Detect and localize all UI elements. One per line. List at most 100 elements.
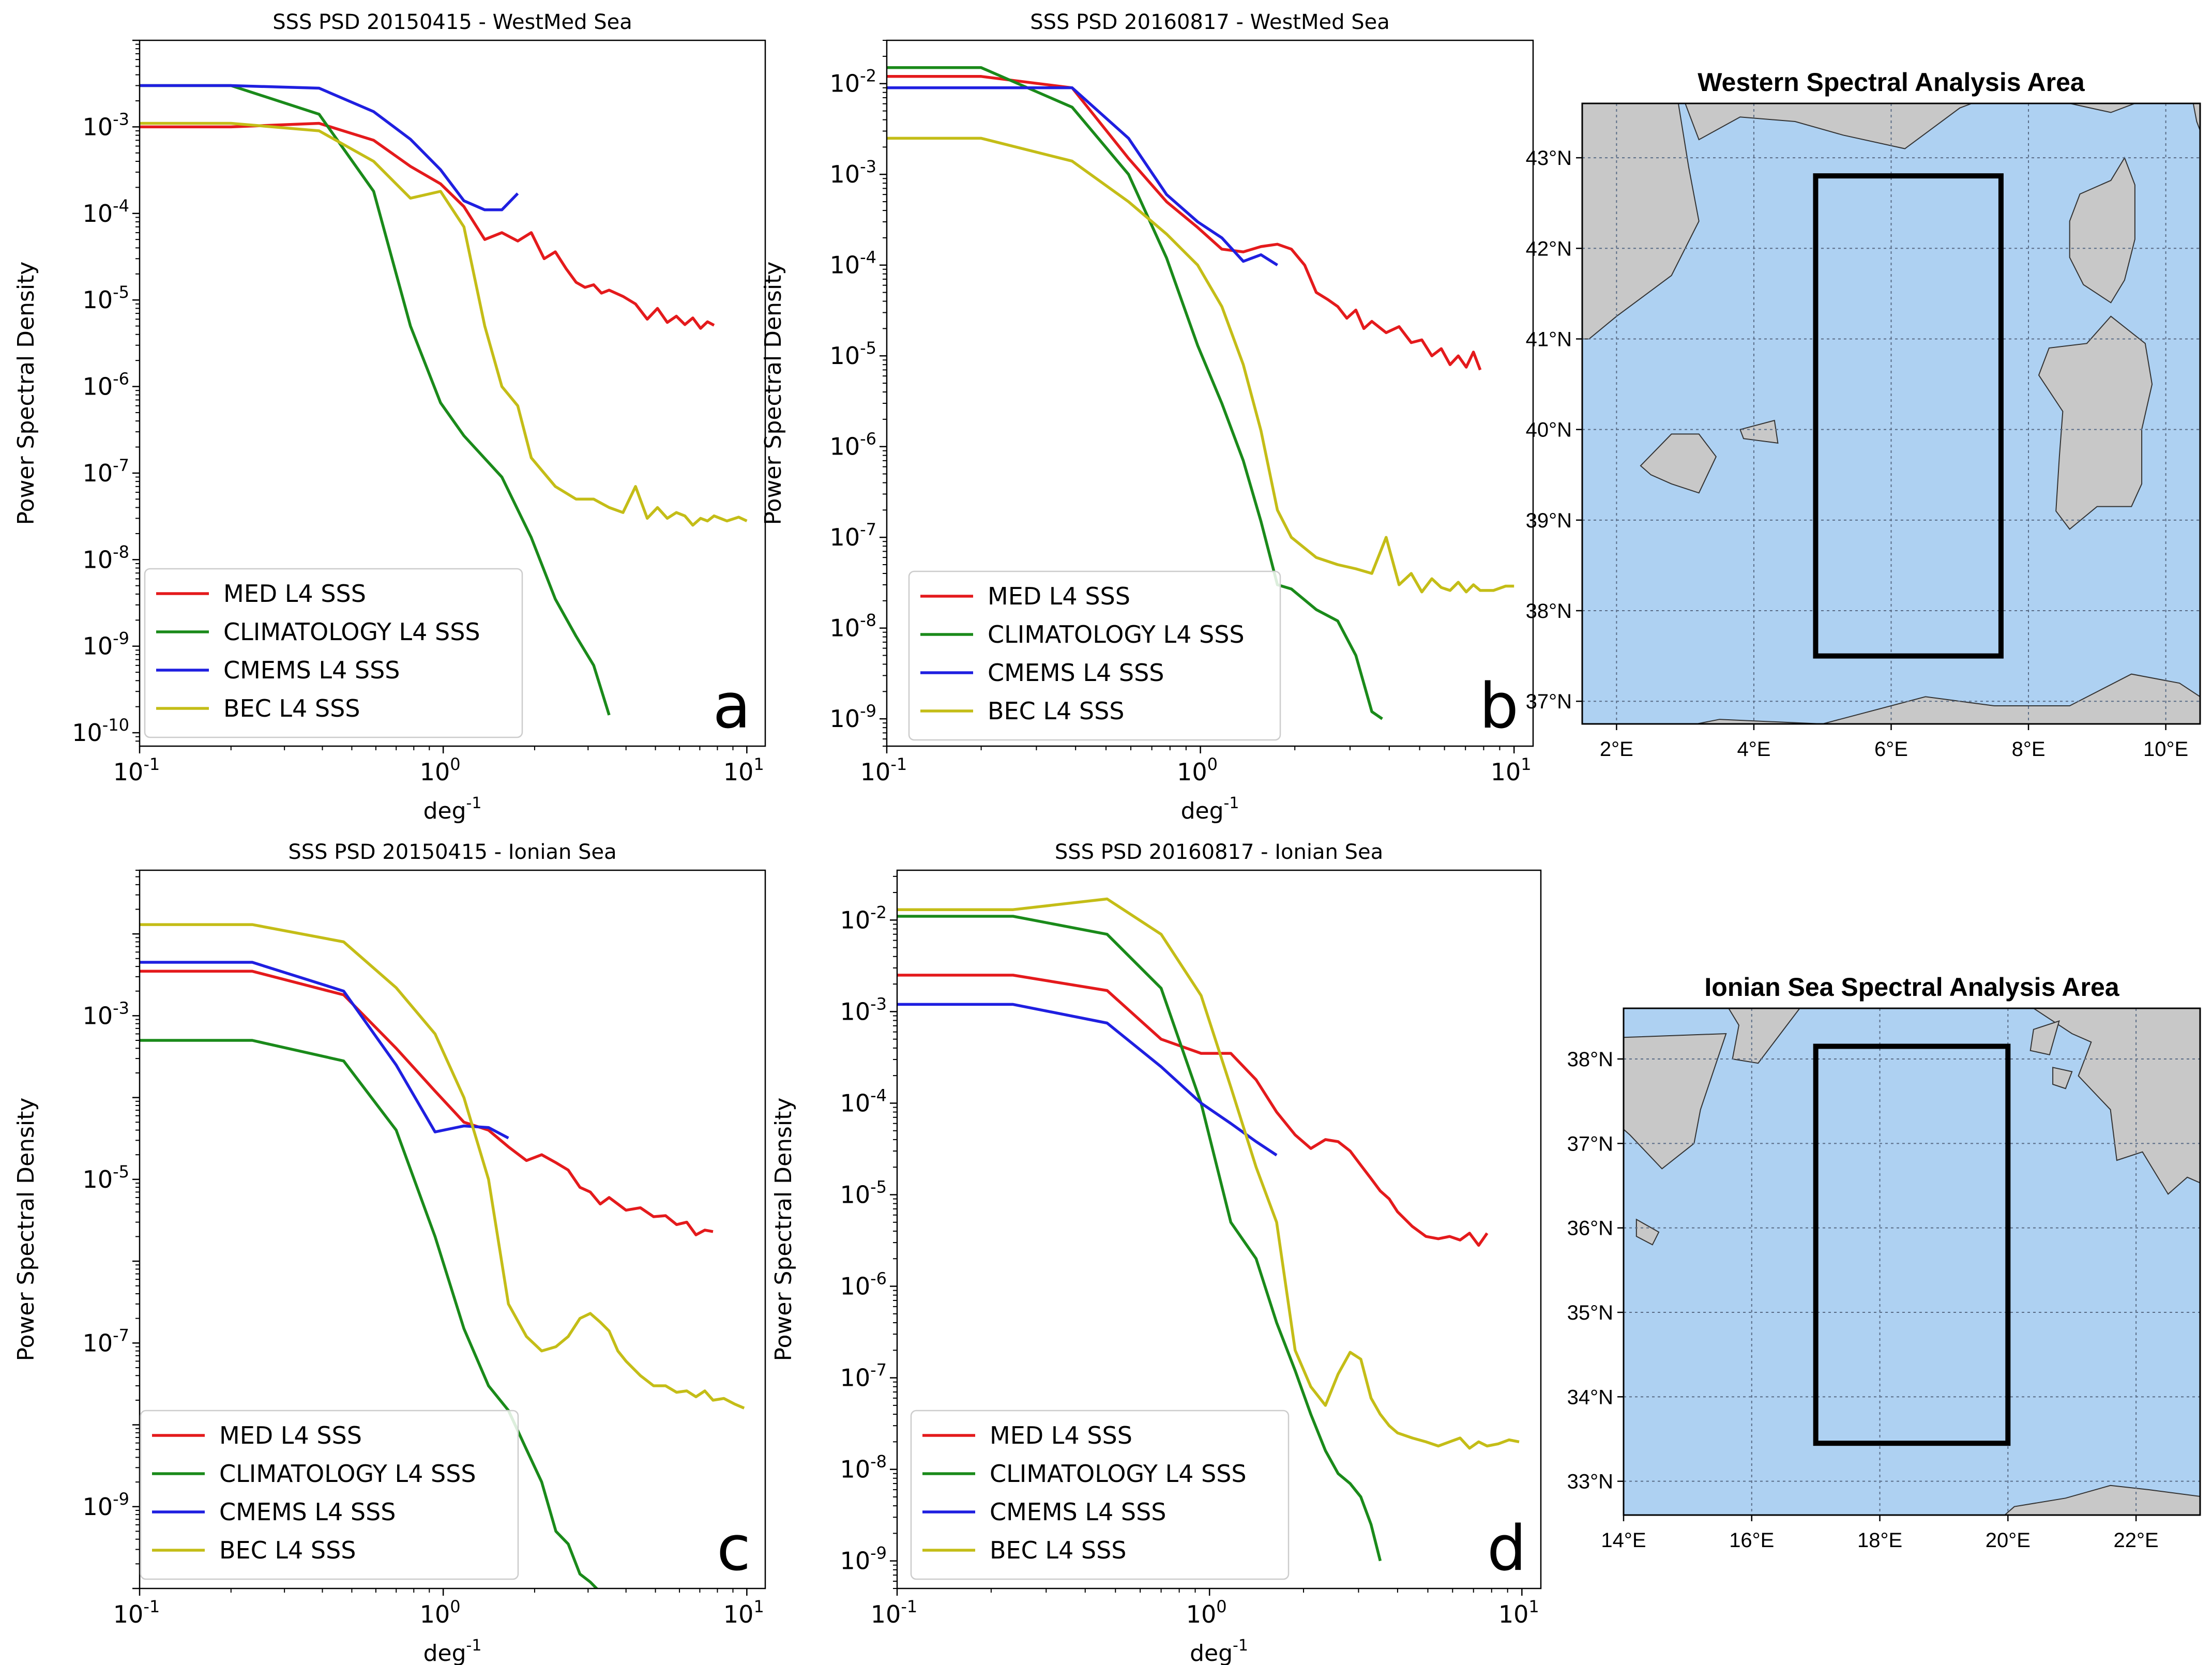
map-lat-label: 37°N bbox=[1567, 1132, 1613, 1155]
legend-box bbox=[140, 1410, 519, 1580]
x-axis-label: deg-1 bbox=[1190, 1637, 1248, 1665]
land-areas bbox=[1582, 103, 2200, 724]
psd-chart-b: SSS PSD 20160817 - WestMed Sea 10-1 100 101… bbox=[760, 10, 1534, 824]
y-tick-label: 10-7 bbox=[83, 1325, 129, 1357]
legend-label: MED L4 SSS bbox=[990, 1421, 1132, 1449]
map-title: Western Spectral Analysis Area bbox=[1698, 68, 2085, 97]
series-line-climatology bbox=[887, 66, 1383, 720]
x-tick-label: 10-1 bbox=[871, 1597, 917, 1628]
series-line-bec bbox=[140, 122, 748, 527]
legend-label: CMEMS L4 SSS bbox=[223, 656, 400, 684]
legend-label: MED L4 SSS bbox=[223, 580, 366, 608]
chart-title: SSS PSD 20150415 - WestMed Sea bbox=[272, 10, 632, 34]
map-ionian: Ionian Sea Spectral Analysis Area 14°E 16°… bbox=[1567, 973, 2201, 1552]
y-tick-label: 10-7 bbox=[83, 456, 129, 487]
y-tick-label: 10-9 bbox=[830, 701, 876, 733]
y-tick-label: 10-4 bbox=[840, 1085, 887, 1117]
map-lat-label: 43°N bbox=[1526, 147, 1572, 170]
x-tick-label: 100 bbox=[1177, 754, 1218, 786]
y-tick-label: 10-4 bbox=[83, 196, 129, 228]
legend-label: CMEMS L4 SSS bbox=[219, 1498, 396, 1526]
y-tick-label: 10-4 bbox=[830, 248, 876, 279]
y-tick-label: 10-3 bbox=[840, 994, 887, 1025]
x-tick-label: 100 bbox=[1186, 1597, 1227, 1628]
map-frame bbox=[1623, 1007, 2201, 1516]
y-axis-label: Power Spectral Density bbox=[13, 262, 39, 525]
plot-frame bbox=[886, 39, 1534, 747]
analysis-area-box bbox=[1813, 1043, 2011, 1446]
map-lat-label: 40°N bbox=[1526, 419, 1572, 442]
legend-label: BEC L4 SSS bbox=[990, 1536, 1126, 1564]
series-line-climatology bbox=[140, 84, 611, 716]
y-tick-label: 10-8 bbox=[840, 1452, 887, 1484]
y-tick-label: 10-2 bbox=[830, 66, 876, 98]
series-line-cmems bbox=[140, 84, 519, 211]
map-lat-label: 35°N bbox=[1567, 1301, 1613, 1324]
land-north-africa bbox=[1694, 673, 2200, 724]
map-lon-label: 14°E bbox=[1601, 1529, 1646, 1552]
land-sardinia bbox=[2038, 315, 2153, 530]
legend-label: BEC L4 SSS bbox=[223, 694, 360, 722]
series-line-med bbox=[140, 970, 714, 1236]
legend-box bbox=[144, 568, 523, 738]
map-lon-label: 16°E bbox=[1729, 1529, 1774, 1552]
y-tick-label: 10-5 bbox=[840, 1177, 887, 1208]
x-tick-label: 101 bbox=[723, 1597, 764, 1628]
y-tick-label: 10-7 bbox=[830, 520, 876, 551]
legend-label: CLIMATOLOGY L4 SSS bbox=[990, 1460, 1247, 1488]
plot-frame bbox=[139, 39, 766, 747]
map-lon-label: 6°E bbox=[1874, 738, 1908, 761]
map-lat-label: 33°N bbox=[1567, 1471, 1613, 1493]
series-line-climatology bbox=[897, 915, 1382, 1562]
map-lon-label: 18°E bbox=[1857, 1529, 1902, 1552]
y-tick-label: 10-9 bbox=[840, 1543, 887, 1575]
x-tick-label: 100 bbox=[420, 1597, 461, 1628]
legend-box bbox=[910, 1410, 1290, 1580]
map-lon-label: 2°E bbox=[1600, 738, 1633, 761]
x-axis-label: deg-1 bbox=[423, 794, 482, 824]
legend-label: BEC L4 SSS bbox=[988, 697, 1124, 725]
panel-letter: a bbox=[713, 671, 751, 743]
y-tick-label: 10-5 bbox=[830, 338, 876, 370]
map-lon-label: 22°E bbox=[2114, 1529, 2159, 1552]
panel-letter: d bbox=[1487, 1513, 1526, 1585]
map-title: Ionian Sea Spectral Analysis Area bbox=[1704, 973, 2119, 1002]
legend-label: CLIMATOLOGY L4 SSS bbox=[223, 618, 480, 646]
legend-box bbox=[908, 570, 1281, 741]
map-lat-label: 38°N bbox=[1526, 600, 1572, 623]
map-lon-label: 4°E bbox=[1737, 738, 1770, 761]
map-lat-label: 36°N bbox=[1567, 1217, 1613, 1240]
legend: MED L4 SSS CLIMATOLOGY L4 SSS CMEMS L4 SSS… bbox=[140, 1410, 519, 1580]
x-tick-label: 101 bbox=[1498, 1597, 1539, 1628]
plot-frame bbox=[139, 869, 766, 1590]
panel-letter: b bbox=[1479, 671, 1519, 743]
land-kefalonia bbox=[2029, 1020, 2060, 1055]
y-tick-label: 10-3 bbox=[83, 109, 129, 141]
x-tick-label: 101 bbox=[723, 754, 764, 786]
land-france bbox=[1684, 103, 2137, 149]
y-tick-label: 10-8 bbox=[83, 542, 129, 573]
x-axis-label: deg-1 bbox=[423, 1637, 482, 1665]
y-tick-label: 10-7 bbox=[840, 1360, 887, 1392]
y-tick-label: 10-6 bbox=[840, 1269, 887, 1300]
series-line-bec bbox=[897, 897, 1520, 1450]
map-lat-label: 37°N bbox=[1526, 690, 1572, 713]
y-tick-label: 10-5 bbox=[83, 282, 129, 314]
y-tick-label: 10-6 bbox=[83, 369, 129, 401]
map-west: Western Spectral Analysis Area 2°E 4°E 6°E 8… bbox=[1526, 68, 2201, 761]
psd-chart-a: SSS PSD 20150415 - WestMed Sea 10-1 100 101… bbox=[13, 10, 766, 824]
legend: MED L4 SSS CLIMATOLOGY L4 SSS CMEMS L4 SSS… bbox=[910, 1410, 1290, 1580]
psd-chart-d: SSS PSD 20160817 - Ionian Sea 10-1 100 101 1… bbox=[770, 840, 1542, 1665]
y-axis-label: Power Spectral Density bbox=[13, 1098, 39, 1361]
series-line-cmems bbox=[140, 961, 509, 1140]
map-lat-label: 39°N bbox=[1526, 509, 1572, 532]
legend-label: MED L4 SSS bbox=[219, 1421, 362, 1449]
map-lat-label: 38°N bbox=[1567, 1048, 1613, 1071]
analysis-area-box bbox=[1813, 173, 2004, 659]
series-line-med bbox=[140, 122, 715, 330]
x-tick-label: 10-1 bbox=[113, 1597, 160, 1628]
legend-label: MED L4 SSS bbox=[988, 582, 1130, 610]
x-tick-label: 10-1 bbox=[113, 754, 160, 786]
series-line-med bbox=[887, 75, 1482, 371]
